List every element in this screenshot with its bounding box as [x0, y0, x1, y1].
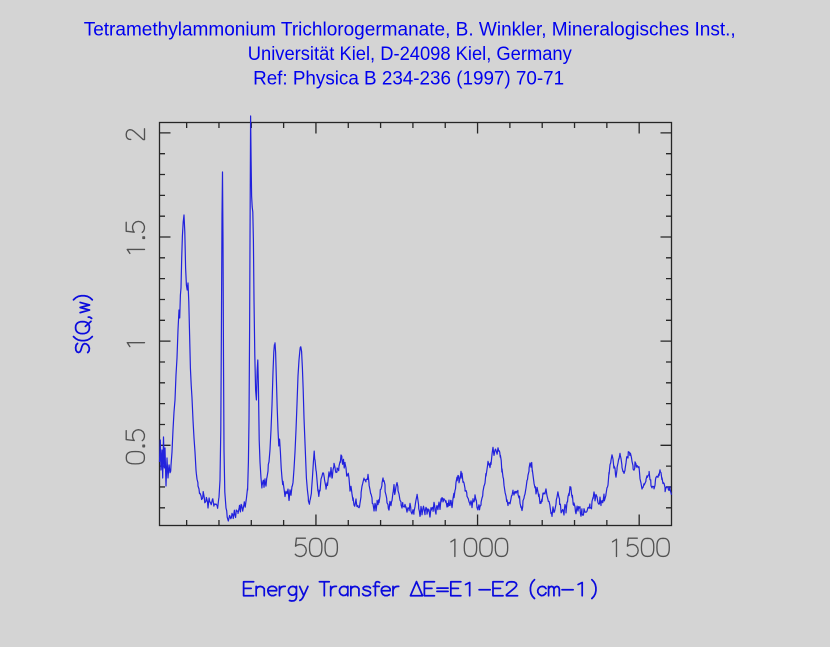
svg-text:Tetramethylammonium Trichlorog: Tetramethylammonium Trichlorogermanate, …: [84, 20, 736, 41]
svg-text:Universität Kiel, D-24098 Kiel: Universität Kiel, D-24098 Kiel, Germany: [248, 44, 572, 65]
svg-text:Ref: Physica B 234-236 (1997): Ref: Physica B 234-236 (1997) 70-71: [253, 68, 564, 89]
